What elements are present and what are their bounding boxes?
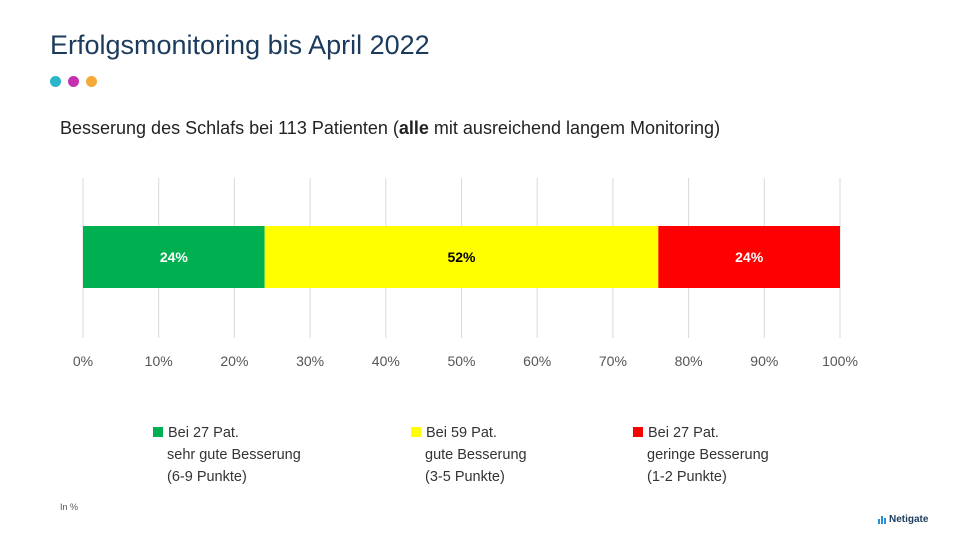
legend-item-gering: Bei 27 Pat. geringe Besserung (1-2 Punkt… <box>633 422 769 488</box>
legend-swatch-red <box>633 427 643 437</box>
legend-swatch-green <box>153 427 163 437</box>
legend-line-3: (6-9 Punkte) <box>167 469 247 485</box>
stacked-bar-chart: 0% 10% 20% 30% 40% 50% 60% 70% 80% 90% 100% 24% 52% 2… <box>73 178 858 369</box>
data-label: 24% <box>735 249 764 265</box>
dot-teal <box>50 76 61 87</box>
legend-line-1: Bei 27 Pat. <box>168 425 239 441</box>
x-tick-label: 70% <box>599 353 627 369</box>
logo-text: Netigate <box>889 514 929 525</box>
x-tick-label: 30% <box>296 353 324 369</box>
x-tick-label: 90% <box>750 353 778 369</box>
legend-line-1: Bei 27 Pat. <box>648 425 719 441</box>
x-tick-label: 80% <box>675 353 703 369</box>
legend-item-sehr-gut: Bei 27 Pat. sehr gute Besserung (6-9 Pun… <box>153 422 301 488</box>
data-label: 24% <box>160 249 189 265</box>
x-tick-label: 100% <box>822 353 858 369</box>
subtitle-text-before: Besserung des Schlafs bei 113 Patienten … <box>60 118 399 138</box>
dot-magenta <box>68 76 79 87</box>
subtitle-text-after: mit ausreichend langem Monitoring) <box>428 118 721 138</box>
legend-line-2: geringe Besserung <box>647 447 769 463</box>
x-tick-label: 60% <box>523 353 551 369</box>
page-title: Erfolgsmonitoring bis April 2022 <box>50 30 430 60</box>
bar-segment <box>264 226 659 288</box>
legend-line-1: Bei 59 Pat. <box>426 425 497 441</box>
chart-subtitle: Besserung des Schlafs bei 113 Patienten … <box>60 118 720 139</box>
legend-line-3: (3-5 Punkte) <box>425 469 505 485</box>
bar-segment <box>658 226 840 288</box>
footnote: In % <box>60 502 79 512</box>
logo-bars-icon <box>878 515 886 524</box>
bar-segment <box>83 226 265 288</box>
dot-orange <box>86 76 97 87</box>
x-tick-label: 20% <box>220 353 248 369</box>
x-tick-label: 0% <box>73 353 93 369</box>
data-label: 52% <box>447 249 476 265</box>
legend-swatch-yellow <box>411 427 421 437</box>
x-tick-label: 40% <box>372 353 400 369</box>
x-tick-label: 10% <box>145 353 173 369</box>
legend-line-2: gute Besserung <box>425 447 527 463</box>
decorative-dots <box>50 76 97 87</box>
legend-line-2: sehr gute Besserung <box>167 447 301 463</box>
subtitle-emphasis: alle <box>398 118 429 138</box>
legend-item-gut: Bei 59 Pat. gute Besserung (3-5 Punkte) <box>411 422 527 488</box>
netigate-logo: Netigate <box>878 514 928 525</box>
x-tick-label: 50% <box>447 353 475 369</box>
legend-line-3: (1-2 Punkte) <box>647 469 727 485</box>
